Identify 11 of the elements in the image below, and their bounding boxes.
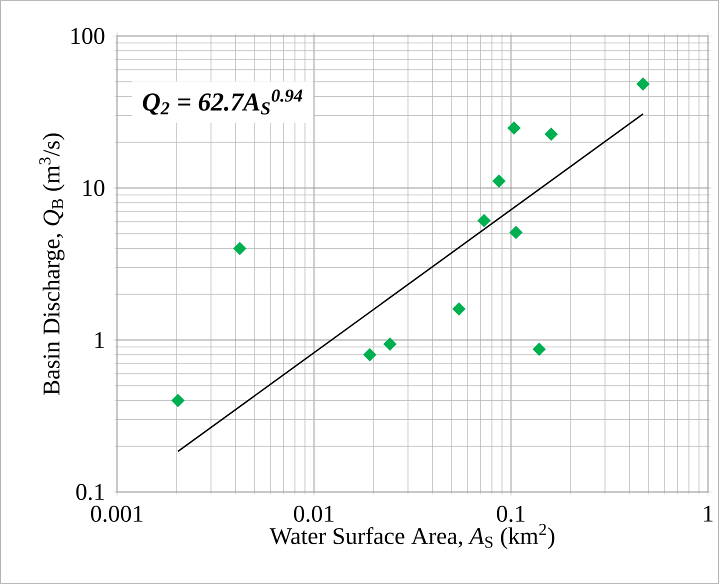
y-axis-title: Basin Discharge, Q$_{B}$ (m$^{3}$/s) bbox=[39, 133, 65, 395]
x-tick-label: 1 bbox=[704, 506, 713, 522]
y-tick-label: 10 bbox=[83, 180, 104, 196]
annotation: Q$_{2}$ = 62.7A$_{S}$0.94 bbox=[142, 90, 302, 115]
y-tick-label: 0.1 bbox=[76, 484, 104, 500]
x-tick-label: 0.1 bbox=[496, 506, 524, 522]
x-tick-label: 0.001 bbox=[91, 506, 142, 522]
y-tick-label: 1 bbox=[95, 332, 104, 348]
y-tick-label: 100 bbox=[71, 28, 104, 44]
x-tick-label: 0.01 bbox=[294, 506, 334, 522]
x-axis-title: Water Surface Area, A$_{S}$ (km$^{2}$) bbox=[270, 524, 554, 550]
